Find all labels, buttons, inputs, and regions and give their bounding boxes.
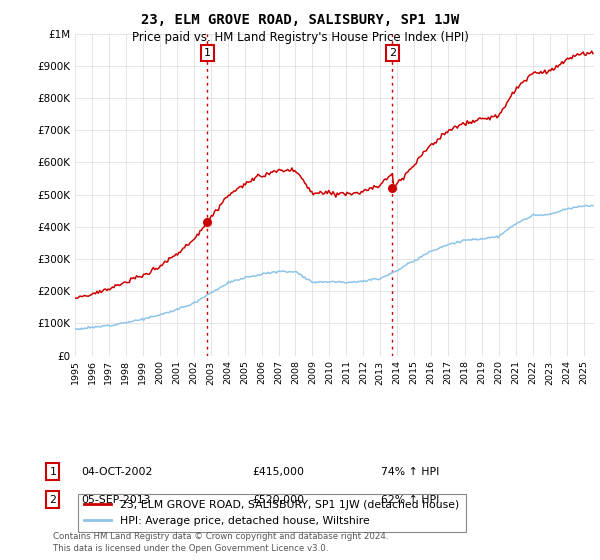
Text: 74% ↑ HPI: 74% ↑ HPI bbox=[381, 466, 439, 477]
Text: 2: 2 bbox=[389, 48, 396, 58]
Text: 23, ELM GROVE ROAD, SALISBURY, SP1 1JW: 23, ELM GROVE ROAD, SALISBURY, SP1 1JW bbox=[141, 13, 459, 27]
Text: Price paid vs. HM Land Registry's House Price Index (HPI): Price paid vs. HM Land Registry's House … bbox=[131, 31, 469, 44]
Text: 2: 2 bbox=[49, 494, 56, 505]
Legend: 23, ELM GROVE ROAD, SALISBURY, SP1 1JW (detached house), HPI: Average price, det: 23, ELM GROVE ROAD, SALISBURY, SP1 1JW (… bbox=[78, 494, 466, 532]
Text: Contains HM Land Registry data © Crown copyright and database right 2024.
This d: Contains HM Land Registry data © Crown c… bbox=[53, 533, 388, 553]
Text: £520,000: £520,000 bbox=[252, 494, 304, 505]
Text: 04-OCT-2002: 04-OCT-2002 bbox=[81, 466, 152, 477]
Text: £415,000: £415,000 bbox=[252, 466, 304, 477]
Text: 62% ↑ HPI: 62% ↑ HPI bbox=[381, 494, 439, 505]
Text: 1: 1 bbox=[203, 48, 211, 58]
Text: 1: 1 bbox=[49, 466, 56, 477]
Text: 05-SEP-2013: 05-SEP-2013 bbox=[81, 494, 151, 505]
